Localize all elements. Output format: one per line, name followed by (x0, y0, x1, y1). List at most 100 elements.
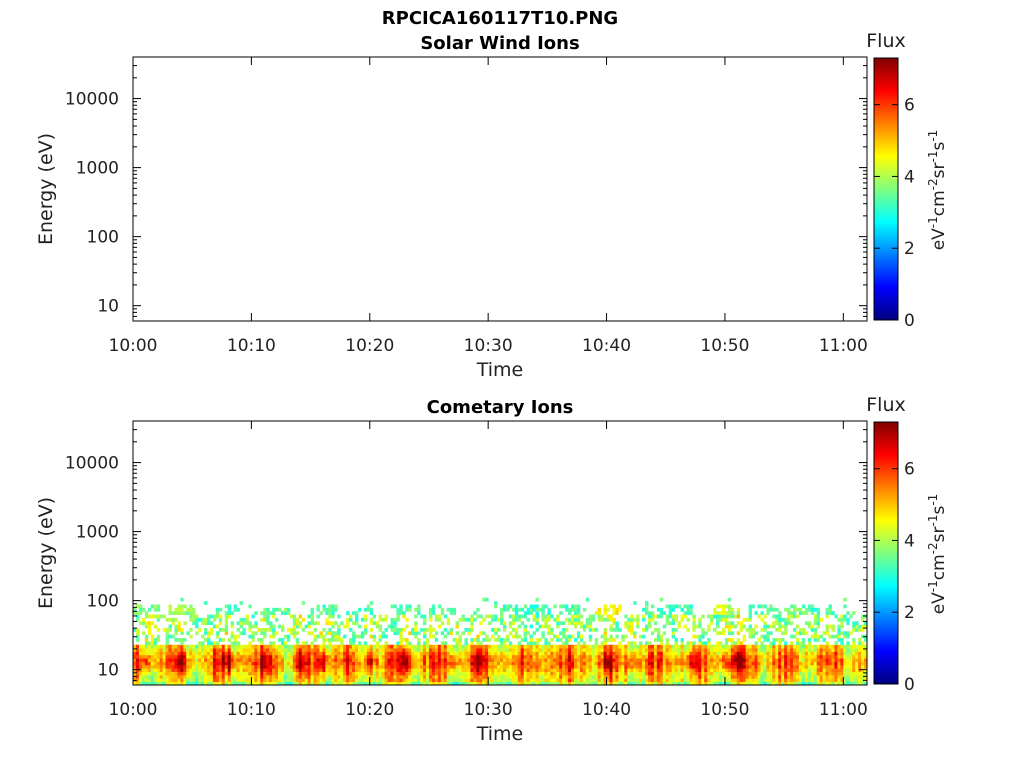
spectrogram-cell (251, 664, 255, 669)
spectrogram-cell (482, 658, 486, 662)
spectrogram-cell (239, 624, 243, 629)
spectrogram-cell (369, 611, 374, 615)
spectrogram-cell (283, 681, 288, 685)
spectrogram-cell (236, 678, 240, 683)
spectrogram-cell (591, 648, 596, 652)
spectrogram-cell (384, 678, 388, 683)
spectrogram-cell (346, 624, 350, 629)
spectrogram-cell (686, 674, 690, 679)
spectrogram-cell (236, 664, 240, 669)
spectrogram-cell (727, 614, 732, 619)
spectrogram-cell (816, 661, 821, 666)
spectrogram-cell (482, 661, 486, 666)
spectrogram-cell (843, 644, 847, 649)
spectrogram-cell (467, 681, 471, 685)
spectrogram-cell (532, 631, 536, 636)
spectrogram-cell (713, 648, 717, 652)
spectrogram-cell (278, 638, 282, 642)
spectrogram-cell (272, 658, 276, 662)
spectrogram-cell (846, 644, 850, 649)
spectrogram-cell (189, 651, 193, 656)
spectrogram-cell (698, 678, 702, 683)
spectrogram-cell (346, 664, 350, 669)
spectrogram-cell (603, 617, 607, 622)
spectrogram-cell (724, 651, 729, 656)
spectrogram-cell (653, 638, 658, 642)
spectrogram-cell (352, 638, 356, 642)
spectrogram-cell (431, 674, 436, 679)
spectrogram-cell (656, 614, 661, 619)
spectrogram-cell (689, 668, 693, 672)
spectrogram-cell (455, 624, 459, 629)
spectrogram-cell (491, 627, 495, 632)
spectrogram-cell (508, 614, 513, 619)
spectrogram-cell (245, 644, 249, 649)
spectrogram-cell (396, 641, 400, 646)
spectrogram-cell (778, 624, 782, 629)
spectrogram-cell (340, 674, 344, 679)
spectrogram-cell (633, 617, 637, 622)
spectrogram-cell (278, 661, 282, 666)
spectrogram-cell (748, 661, 752, 666)
spectrogram-cell (775, 661, 779, 666)
spectrogram-cell (736, 668, 741, 672)
spectrogram-cell (437, 654, 442, 659)
spectrogram-cell (757, 644, 761, 649)
spectrogram-cell (609, 627, 613, 632)
spectrogram-cell (286, 681, 291, 685)
spectrogram-cell (384, 627, 388, 632)
spectrogram-cell (405, 604, 409, 609)
spectrogram-cell (600, 634, 604, 639)
spectrogram-cell (609, 674, 613, 679)
spectrogram-cell (724, 611, 729, 615)
spectrogram-cell (686, 654, 690, 659)
spectrogram-cell (772, 651, 776, 656)
spectrogram-cell (505, 678, 510, 683)
spectrogram-cell (701, 661, 705, 666)
spectrogram-cell (816, 681, 821, 685)
spectrogram-cell (239, 654, 243, 659)
spectrogram-cell (517, 674, 522, 679)
spectrogram-cell (227, 674, 232, 679)
spectrogram-cell (562, 674, 566, 679)
spectrogram-cell (180, 638, 184, 642)
spectrogram-cell (461, 614, 465, 619)
spectrogram-cell (647, 614, 652, 619)
spectrogram-cell (212, 658, 217, 662)
spectrogram-cell (822, 658, 826, 662)
spectrogram-cell (585, 661, 590, 666)
spectrogram-cell (192, 664, 196, 669)
spectrogram-cell (381, 634, 385, 639)
spectrogram-cell (804, 631, 809, 636)
spectrogram-cell (562, 664, 566, 669)
spectrogram-cell (286, 674, 291, 679)
spectrogram-cell (642, 681, 646, 685)
spectrogram-cell (168, 604, 172, 609)
spectrogram-cell (316, 654, 320, 659)
spectrogram-cell (417, 631, 421, 636)
spectrogram-cell (390, 651, 394, 656)
spectrogram-cell (630, 681, 634, 685)
spectrogram-cell (784, 617, 788, 622)
spectrogram-cell (520, 678, 525, 683)
spectrogram-cell (858, 678, 862, 683)
spectrogram-cell (349, 648, 353, 652)
colorbar-label-exponent: -1 (926, 580, 940, 592)
spectrogram-cell (636, 651, 640, 656)
spectrogram-cell (724, 604, 729, 609)
spectrogram-cell (719, 664, 723, 669)
spectrogram-cell (209, 674, 214, 679)
spectrogram-cell (760, 678, 764, 683)
spectrogram-cell (352, 661, 356, 666)
spectrogram-cell (230, 634, 235, 639)
spectrogram-cell (286, 654, 291, 659)
spectrogram-cell (301, 648, 306, 652)
spectrogram-cell (159, 661, 163, 666)
spectrogram-cell (322, 648, 326, 652)
spectrogram-cell (144, 641, 149, 646)
spectrogram-cell (526, 671, 530, 676)
spectrogram-cell (689, 654, 693, 659)
spectrogram-cell (701, 658, 705, 662)
spectrogram-cell (775, 664, 779, 669)
spectrogram-cell (816, 638, 821, 642)
